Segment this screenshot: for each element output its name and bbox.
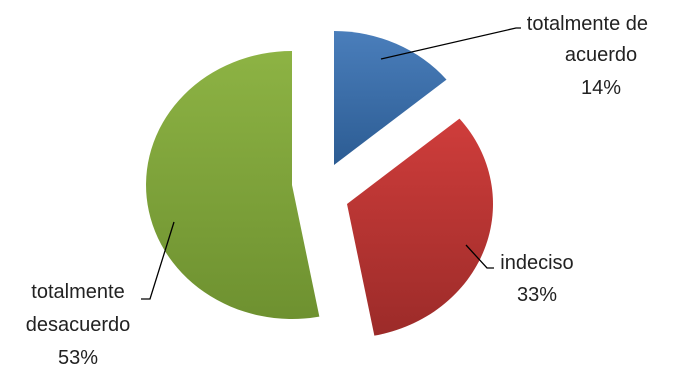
slice-label-category: indeciso — [500, 252, 573, 274]
slice-label-category-line1: totalmente — [31, 281, 124, 303]
leader-line-indeciso — [465, 244, 494, 269]
slice-value-label: 14% — [581, 77, 621, 99]
slice-label-category-line1: totalmente de — [527, 13, 648, 35]
leader-lines — [141, 27, 521, 300]
pie-slice-totalmente-desacuerdo — [146, 51, 320, 319]
slice-labels: totalmente de acuerdo 14% indeciso 33% t… — [26, 13, 648, 367]
leader-line-totalmente-desacuerdo — [141, 221, 175, 300]
pie-slice-totalmente-de-acuerdo — [334, 31, 447, 165]
slice-value-label: 53% — [58, 347, 98, 367]
slice-label-category-line2: acuerdo — [565, 44, 637, 66]
leader-line-totalmente-de-acuerdo — [380, 27, 521, 60]
pie-slices — [146, 31, 493, 336]
pie-slice-indeciso — [347, 118, 493, 336]
slice-label-category-line2: desacuerdo — [26, 314, 131, 336]
slice-value-label: 33% — [517, 284, 557, 306]
